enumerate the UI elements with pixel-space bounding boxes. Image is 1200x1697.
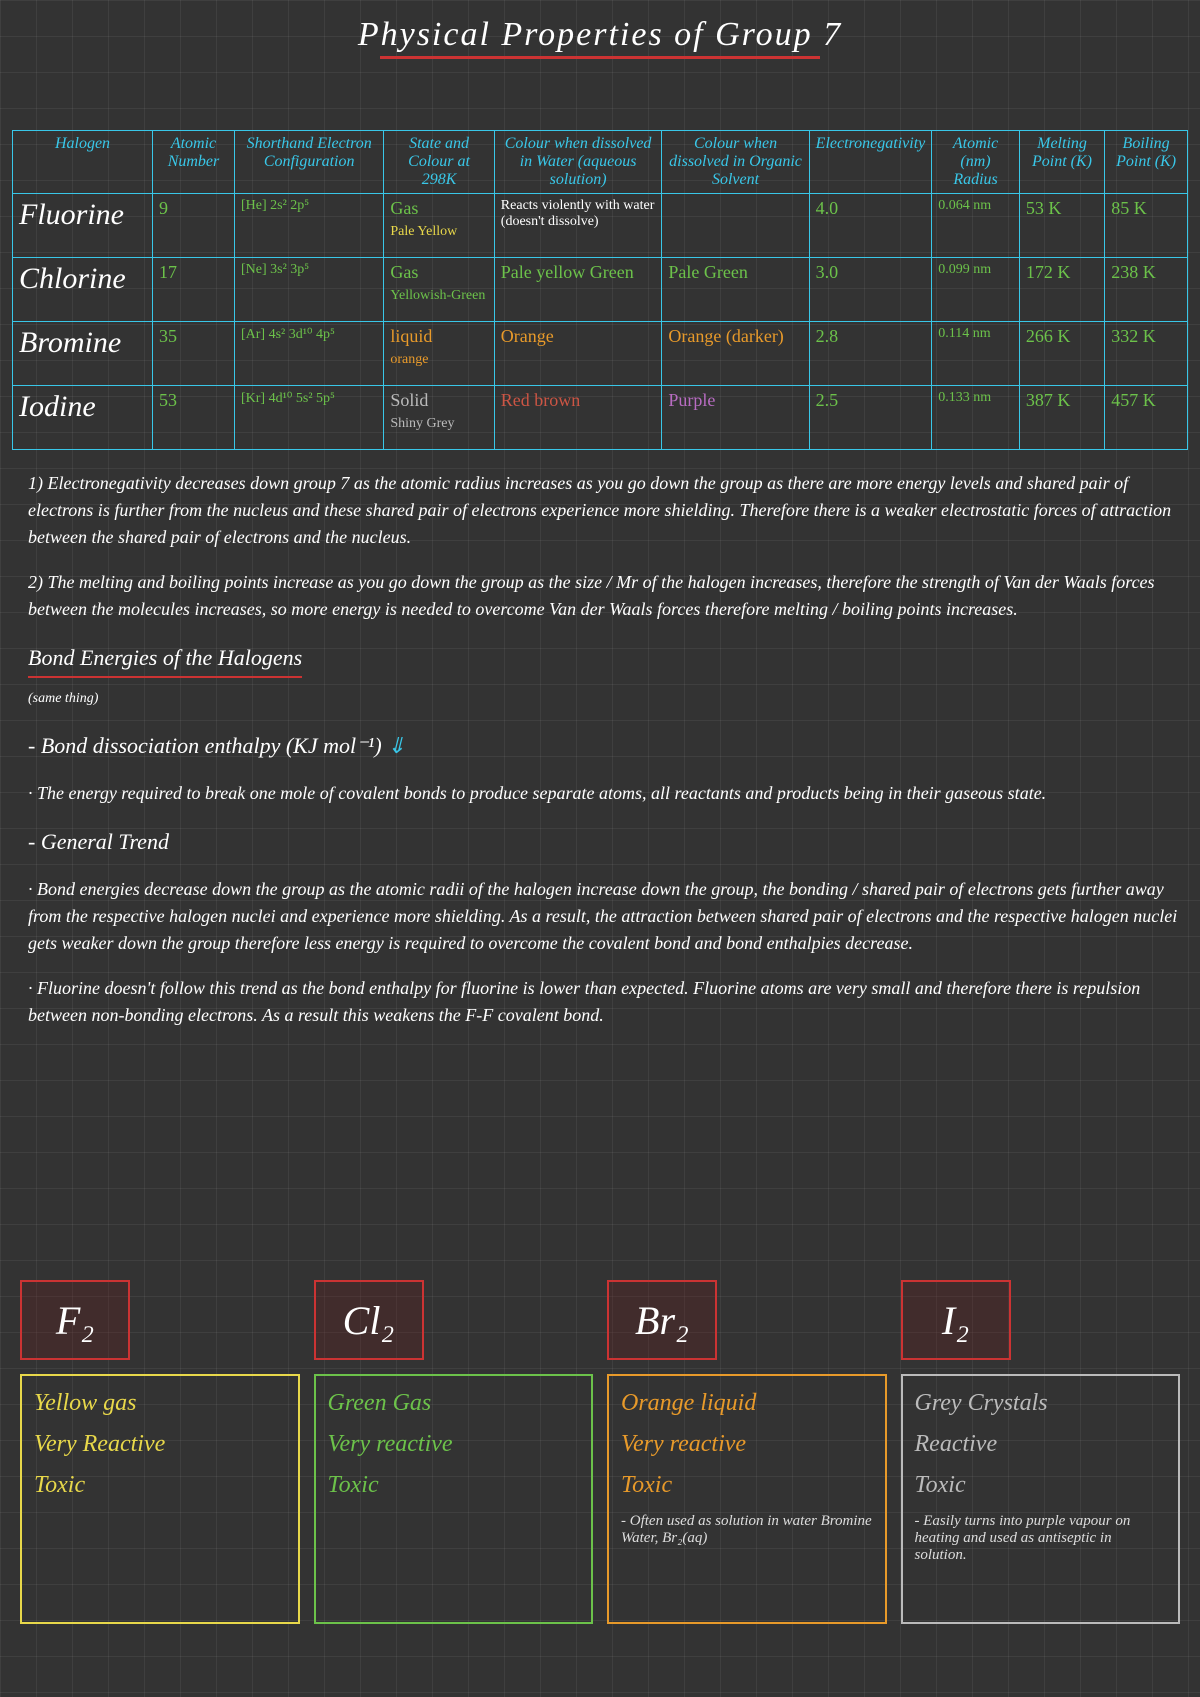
table-header: Halogen xyxy=(13,131,153,194)
card-line: Very reactive xyxy=(328,1431,580,1458)
property-card: Yellow gas Very Reactive Toxic xyxy=(20,1374,300,1624)
table-cell: [Kr] 4d¹⁰ 5s² 5p⁵ xyxy=(234,386,383,450)
table-cell: 4.0 xyxy=(809,194,932,258)
table-cell: Reacts violently with water (doesn't dis… xyxy=(494,194,662,258)
card-line: Reactive xyxy=(915,1431,1167,1458)
table-cell: 238 K xyxy=(1105,258,1188,322)
table-cell: Red brown xyxy=(494,386,662,450)
table-cell: 85 K xyxy=(1105,194,1188,258)
table-cell: Iodine xyxy=(13,386,153,450)
card-line: Toxic xyxy=(328,1472,580,1499)
property-card: Orange liquid Very reactive Toxic - Often u… xyxy=(607,1374,887,1624)
card-line: Orange liquid xyxy=(621,1390,873,1417)
property-card: Grey Crystals Reactive Toxic - Easily turns… xyxy=(901,1374,1181,1624)
table-cell: 266 K xyxy=(1019,322,1104,386)
table-cell: 35 xyxy=(153,322,235,386)
trend-2: · Fluorine doesn't follow this trend as … xyxy=(28,975,1180,1029)
table-cell: liquidorange xyxy=(384,322,494,386)
card-line: Toxic xyxy=(34,1472,286,1499)
table-cell: 53 xyxy=(153,386,235,450)
formula-box: F₂ xyxy=(20,1280,130,1360)
table-cell: 2.8 xyxy=(809,322,932,386)
table-cell: 387 K xyxy=(1019,386,1104,450)
card-line: Very Reactive xyxy=(34,1431,286,1458)
bde-heading: - Bond dissociation enthalpy (KJ mol⁻¹) … xyxy=(28,729,1180,762)
table-cell: 2.5 xyxy=(809,386,932,450)
table-cell: 457 K xyxy=(1105,386,1188,450)
table-header: Shorthand Electron Configuration xyxy=(234,131,383,194)
table-cell: 9 xyxy=(153,194,235,258)
table-cell: 17 xyxy=(153,258,235,322)
table-cell: 332 K xyxy=(1105,322,1188,386)
bond-energies-heading: Bond Energies of the Halogens (same thin… xyxy=(28,641,1180,711)
card-extra: - Often used as solution in water Bromin… xyxy=(621,1513,873,1547)
bond-subtext: (same thing) xyxy=(28,691,98,706)
card-extra: - Easily turns into purple vapour on hea… xyxy=(915,1513,1167,1564)
halogen-card-col: Cl₂ Green Gas Very reactive Toxic xyxy=(314,1280,594,1624)
trend-1: · Bond energies decrease down the group … xyxy=(28,876,1180,957)
bde-definition: · The energy required to break one mole … xyxy=(28,780,1180,807)
general-trend-heading: - General Trend xyxy=(28,825,1180,858)
table-cell: 0.064 nm xyxy=(932,194,1020,258)
table-cell: Bromine xyxy=(13,322,153,386)
table-cell: 0.114 nm xyxy=(932,322,1020,386)
arrow-icon: ⇓ xyxy=(387,733,405,758)
table-row: Bromine35[Ar] 4s² 3d¹⁰ 4p⁵liquidorangeOr… xyxy=(13,322,1188,386)
table-cell: 0.099 nm xyxy=(932,258,1020,322)
card-line: Toxic xyxy=(621,1472,873,1499)
bde-text: - Bond dissociation enthalpy (KJ mol⁻¹) xyxy=(28,733,382,758)
notes-section: 1) Electronegativity decreases down grou… xyxy=(28,470,1180,1047)
table-cell: 172 K xyxy=(1019,258,1104,322)
halogen-card-col: I₂ Grey Crystals Reactive Toxic - Easily tur… xyxy=(901,1280,1181,1624)
table-cell: Pale yellow Green xyxy=(494,258,662,322)
formula-box: Cl₂ xyxy=(314,1280,424,1360)
table-cell xyxy=(662,194,809,258)
table-cell: GasYellowish-Green xyxy=(384,258,494,322)
table-cell: Purple xyxy=(662,386,809,450)
table-cell: Orange xyxy=(494,322,662,386)
table-row: Fluorine9[He] 2s² 2p⁵GasPale YellowReact… xyxy=(13,194,1188,258)
table-header: Boiling Point (K) xyxy=(1105,131,1188,194)
halogen-cards: F₂ Yellow gas Very Reactive Toxic Cl₂ Green G… xyxy=(20,1280,1180,1624)
table-header: Colour when dissolved in Water (aqueous … xyxy=(494,131,662,194)
table-cell: Fluorine xyxy=(13,194,153,258)
table-row: Chlorine17[Ne] 3s² 3p⁵GasYellowish-Green… xyxy=(13,258,1188,322)
table-cell: Pale Green xyxy=(662,258,809,322)
note-2: 2) The melting and boiling points increa… xyxy=(28,569,1180,623)
card-line: Yellow gas xyxy=(34,1390,286,1417)
card-line: Toxic xyxy=(915,1472,1167,1499)
table-cell: [Ne] 3s² 3p⁵ xyxy=(234,258,383,322)
table-header: Atomic (nm) Radius xyxy=(932,131,1020,194)
halogen-card-col: Br₂ Orange liquid Very reactive Toxic - Ofte… xyxy=(607,1280,887,1624)
card-line: Green Gas xyxy=(328,1390,580,1417)
card-line: Grey Crystals xyxy=(915,1390,1167,1417)
table-row: Iodine53[Kr] 4d¹⁰ 5s² 5p⁵SolidShiny Grey… xyxy=(13,386,1188,450)
table-cell: GasPale Yellow xyxy=(384,194,494,258)
table-cell: SolidShiny Grey xyxy=(384,386,494,450)
halogen-table: HalogenAtomic NumberShorthand Electron C… xyxy=(12,130,1188,450)
table-header: State and Colour at 298K xyxy=(384,131,494,194)
bond-heading-text: Bond Energies of the Halogens xyxy=(28,641,302,678)
formula-box: I₂ xyxy=(901,1280,1011,1360)
card-line: Very reactive xyxy=(621,1431,873,1458)
table-header: Colour when dissolved in Organic Solvent xyxy=(662,131,809,194)
table-cell: [He] 2s² 2p⁵ xyxy=(234,194,383,258)
table-cell: Orange (darker) xyxy=(662,322,809,386)
property-card: Green Gas Very reactive Toxic xyxy=(314,1374,594,1624)
table-cell: [Ar] 4s² 3d¹⁰ 4p⁵ xyxy=(234,322,383,386)
formula-box: Br₂ xyxy=(607,1280,717,1360)
halogen-card-col: F₂ Yellow gas Very Reactive Toxic xyxy=(20,1280,300,1624)
table-cell: 53 K xyxy=(1019,194,1104,258)
table-header: Melting Point (K) xyxy=(1019,131,1104,194)
table-header: Atomic Number xyxy=(153,131,235,194)
title-underline xyxy=(380,56,820,59)
table-header: Electronegativity xyxy=(809,131,932,194)
table-cell: 3.0 xyxy=(809,258,932,322)
page-title: Physical Properties of Group 7 xyxy=(0,0,1200,59)
table-cell: Chlorine xyxy=(13,258,153,322)
title-text: Physical Properties of Group 7 xyxy=(0,0,1200,54)
table-header-row: HalogenAtomic NumberShorthand Electron C… xyxy=(13,131,1188,194)
table-cell: 0.133 nm xyxy=(932,386,1020,450)
note-1: 1) Electronegativity decreases down grou… xyxy=(28,470,1180,551)
